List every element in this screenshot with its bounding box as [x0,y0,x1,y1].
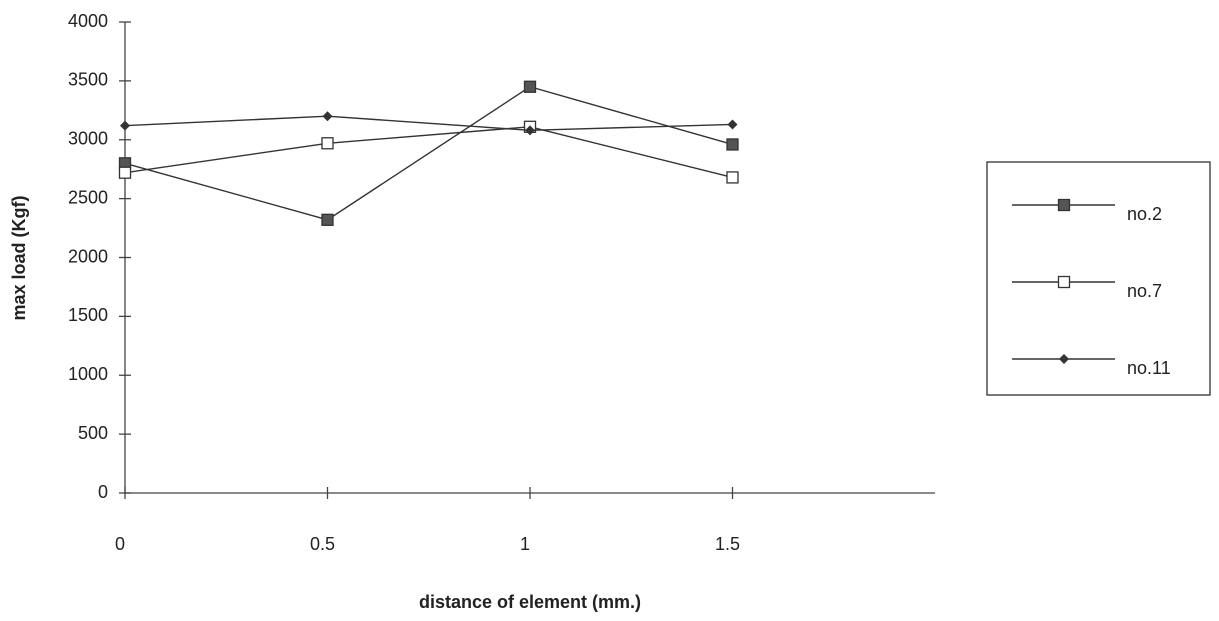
page: distance of element (mm.) max load (Kgf)… [0,0,1219,621]
y-tick-label: 3500 [68,70,108,90]
marker [323,111,333,121]
y-tick-label: 500 [78,423,108,443]
legend-label: no.7 [1127,281,1162,301]
series-line [125,127,733,178]
legend-box [987,162,1210,395]
marker [120,167,131,178]
marker [120,121,130,131]
legend-label: no.2 [1127,204,1162,224]
marker [322,214,333,225]
y-tick-label: 0 [98,482,108,502]
y-tick-label: 1500 [68,305,108,325]
x-tick-label: 1.5 [715,534,740,554]
marker [322,138,333,149]
x-tick-label: 1 [520,534,530,554]
legend-marker [1059,354,1069,364]
marker [727,139,738,150]
x-tick-label: 0 [115,534,125,554]
series-line [125,87,733,220]
y-tick-label: 2000 [68,246,108,266]
x-tick-label: 0.5 [310,534,335,554]
marker [728,119,738,129]
y-tick-label: 2500 [68,187,108,207]
legend-marker [1059,277,1070,288]
marker [727,172,738,183]
y-tick-label: 3000 [68,129,108,149]
chart: distance of element (mm.) max load (Kgf)… [0,0,1219,621]
y-tick-label: 1000 [68,364,108,384]
legend-marker [1059,200,1070,211]
marker [525,81,536,92]
y-axis-label: max load (Kgf) [9,195,29,320]
legend-label: no.11 [1127,358,1171,378]
x-axis-label: distance of element (mm.) [419,592,641,612]
y-tick-label: 4000 [68,11,108,31]
